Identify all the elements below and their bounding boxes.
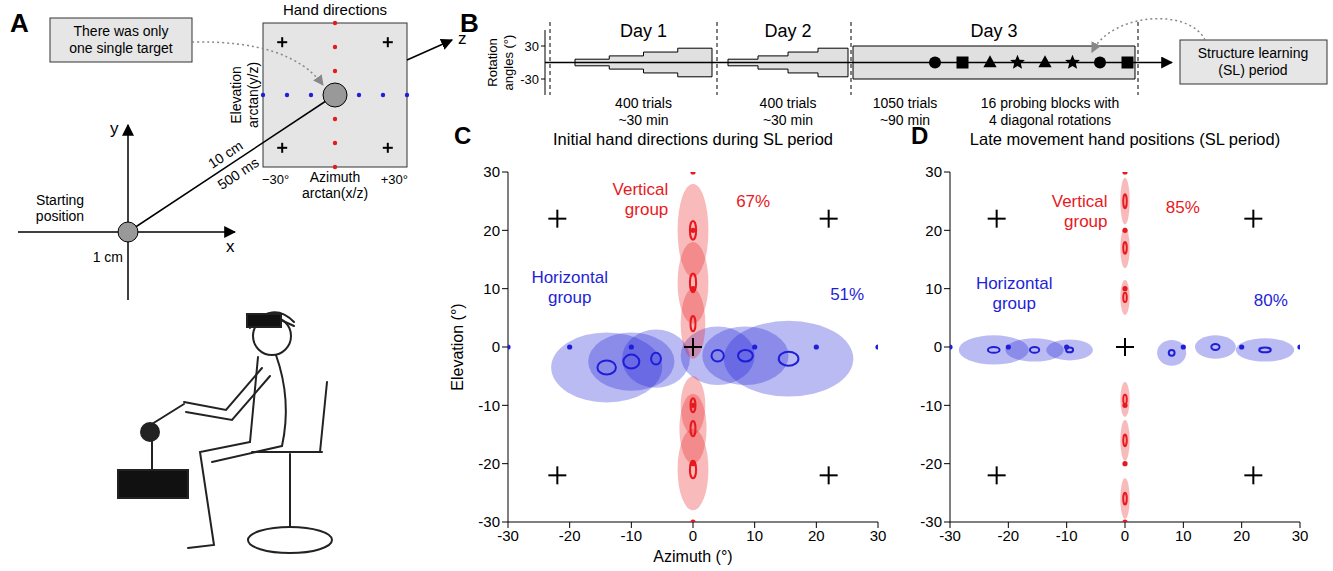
svg-text:67%: 67% [736, 192, 770, 211]
svg-text:20: 20 [1233, 527, 1250, 544]
svg-text:10: 10 [483, 280, 500, 297]
svg-text:Rotation: Rotation [485, 38, 500, 86]
svg-text:~90 min: ~90 min [879, 112, 931, 128]
svg-text:Elevation (°): Elevation (°) [449, 303, 466, 390]
svg-text:10 cm: 10 cm [205, 137, 246, 172]
svg-text:−30°: −30° [262, 172, 289, 187]
svg-text:-10: -10 [478, 397, 500, 414]
svg-text:-30: -30 [478, 513, 500, 530]
svg-text:0: 0 [934, 338, 942, 355]
svg-text:A: A [10, 8, 29, 38]
svg-text:30: 30 [525, 39, 539, 54]
svg-text:-30: -30 [939, 527, 961, 544]
svg-text:400 trials: 400 trials [760, 95, 817, 111]
svg-text:z: z [458, 29, 467, 48]
svg-text:(SL) period: (SL) period [1218, 62, 1287, 78]
svg-text:Hand directions: Hand directions [283, 1, 387, 18]
svg-text:-20: -20 [997, 527, 1019, 544]
svg-text:Structure learning: Structure learning [1198, 45, 1309, 61]
svg-text:4 diagonal rotations: 4 diagonal rotations [989, 112, 1111, 128]
svg-text:80%: 80% [1254, 291, 1288, 310]
svg-text:There was only: There was only [74, 23, 169, 39]
svg-text:0: 0 [1121, 527, 1129, 544]
svg-text:0: 0 [492, 338, 500, 355]
svg-text:-20: -20 [920, 455, 942, 472]
svg-text:group: group [548, 288, 591, 307]
html-text:Initial hand directions during: Initial hand directions during SL period [553, 130, 833, 148]
svg-text:arctan(x/z): arctan(x/z) [302, 185, 368, 201]
svg-text:30: 30 [483, 163, 500, 180]
svg-text:400 trials: 400 trials [615, 95, 672, 111]
svg-text:10: 10 [925, 280, 942, 297]
svg-text:30: 30 [1292, 527, 1309, 544]
svg-text:position: position [36, 208, 84, 224]
svg-text:+30°: +30° [381, 172, 408, 187]
svg-text:group: group [625, 200, 668, 219]
svg-text:-30: -30 [920, 513, 942, 530]
svg-text:Day 3: Day 3 [970, 21, 1017, 41]
svg-text:x: x [226, 237, 235, 256]
svg-text:Azimuth: Azimuth [310, 169, 361, 185]
html-text:D: D [911, 122, 929, 149]
svg-text:1 cm: 1 cm [93, 249, 123, 265]
svg-text:0: 0 [689, 527, 697, 544]
svg-text:16 probing blocks with: 16 probing blocks with [981, 95, 1120, 111]
svg-text:~30 min: ~30 min [763, 112, 813, 128]
svg-text:1050 trials: 1050 trials [873, 95, 938, 111]
svg-text:Horizontal: Horizontal [976, 274, 1053, 293]
svg-text:Azimuth (°): Azimuth (°) [653, 548, 732, 565]
svg-text:20: 20 [925, 222, 942, 239]
svg-text:-20: -20 [559, 527, 581, 544]
svg-text:51%: 51% [830, 285, 864, 304]
svg-text:one single target: one single target [69, 40, 173, 56]
svg-text:Vertical: Vertical [1052, 192, 1108, 211]
svg-text:-20: -20 [478, 455, 500, 472]
svg-text:Elevation: Elevation [228, 66, 244, 124]
svg-text:~30 min: ~30 min [618, 112, 668, 128]
svg-text:20: 20 [483, 222, 500, 239]
svg-text:arctan(y/z): arctan(y/z) [245, 62, 261, 128]
svg-text:Vertical: Vertical [613, 180, 669, 199]
svg-text:Day 2: Day 2 [764, 21, 811, 41]
svg-text:85%: 85% [1166, 198, 1200, 217]
html-text:Late movement hand positions (: Late movement hand positions (SL period) [969, 130, 1281, 148]
svg-text:10: 10 [746, 527, 763, 544]
svg-text:30: 30 [925, 163, 942, 180]
svg-text:Day 1: Day 1 [620, 21, 667, 41]
svg-text:y: y [110, 119, 119, 138]
svg-text:-10: -10 [620, 527, 642, 544]
svg-text:-30: -30 [497, 527, 519, 544]
svg-text:20: 20 [808, 527, 825, 544]
svg-text:angles (°): angles (°) [501, 35, 516, 91]
svg-text:10: 10 [1175, 527, 1192, 544]
html-text:C: C [454, 122, 472, 149]
svg-text:B: B [460, 8, 479, 38]
svg-text:-10: -10 [1056, 527, 1078, 544]
svg-text:30: 30 [870, 527, 887, 544]
svg-text:Horizontal: Horizontal [531, 268, 608, 287]
svg-text:group: group [1064, 212, 1107, 231]
svg-text:Starting: Starting [36, 192, 84, 208]
svg-text:-30: -30 [520, 72, 539, 87]
svg-text:-10: -10 [920, 397, 942, 414]
svg-text:500 ms: 500 ms [215, 154, 262, 193]
svg-text:group: group [992, 294, 1035, 313]
